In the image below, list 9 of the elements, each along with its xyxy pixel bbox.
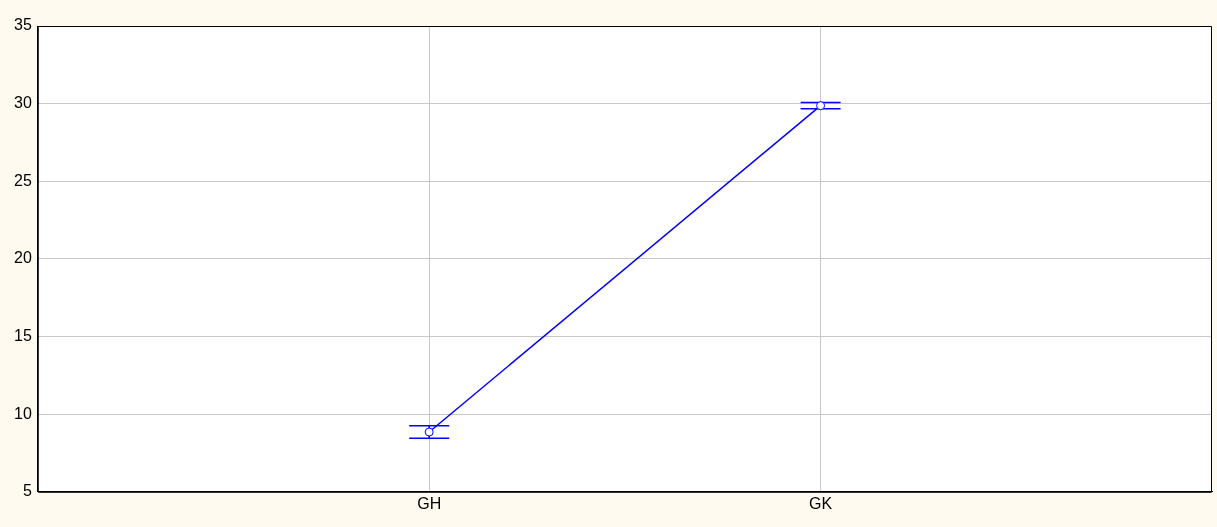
x-tick-label: GH [417, 494, 442, 512]
x-tick-label: GK [809, 494, 833, 512]
y-tick-label: 35 [14, 16, 32, 34]
y-tick-label: 5 [22, 482, 32, 500]
y-tick-label: 20 [14, 249, 32, 267]
y-tick-label: 15 [14, 326, 32, 344]
y-tick-label: 25 [14, 171, 32, 189]
y-tick-label: 30 [14, 94, 32, 112]
y-tick-label: 10 [14, 404, 32, 422]
